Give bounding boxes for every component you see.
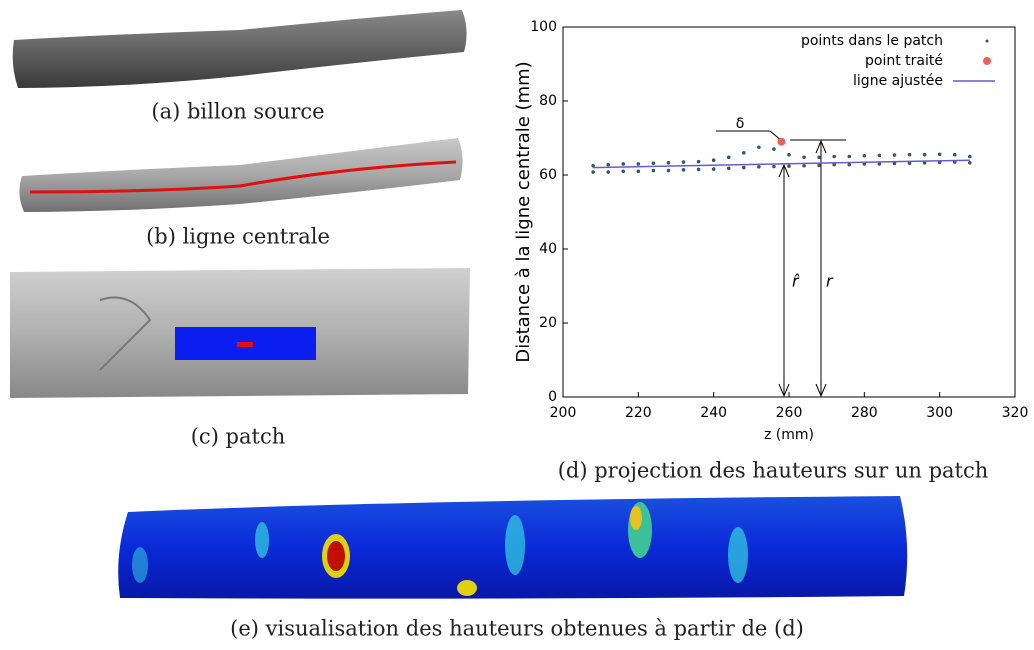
x-tick-label: 240 xyxy=(700,405,727,421)
scatter-point xyxy=(907,161,912,165)
scatter-point xyxy=(787,164,791,168)
scatter-point xyxy=(666,168,671,173)
scatter-point xyxy=(651,168,656,173)
legend-swatch xyxy=(985,39,989,43)
caption-e: (e) visualisation des hauteurs obtenues … xyxy=(230,617,804,641)
scatter-point xyxy=(937,152,942,157)
x-tick-label: 220 xyxy=(625,405,652,421)
scatter-point xyxy=(591,163,595,168)
scatter-point xyxy=(877,153,882,158)
x-tick-label: 260 xyxy=(776,405,803,421)
scatter-point xyxy=(787,152,791,157)
scatter-point xyxy=(726,166,731,171)
caption-a: (a) billon source xyxy=(151,100,324,124)
heat-blob xyxy=(132,547,148,583)
heat-core xyxy=(327,541,345,571)
scatter-point xyxy=(711,167,716,171)
scatter-point xyxy=(681,160,686,164)
chart: z (mm) Distance à la ligne centrale (mm)… xyxy=(513,19,1028,443)
scatter-point xyxy=(968,160,972,165)
scatter-point xyxy=(696,167,701,172)
log-centerline xyxy=(19,138,463,212)
x-tick-label: 280 xyxy=(851,405,878,421)
heat-blob xyxy=(728,527,748,583)
scatter-point xyxy=(591,170,595,174)
scatter-point xyxy=(907,152,912,157)
scatter-point xyxy=(726,155,731,160)
fitted-line xyxy=(593,159,970,169)
y-tick-label: 0 xyxy=(548,389,557,405)
heat-blob xyxy=(255,522,269,558)
scatter-point xyxy=(621,169,626,174)
y-tick-label: 20 xyxy=(539,315,557,331)
scatter-point xyxy=(681,168,686,172)
heat-blob xyxy=(505,515,525,575)
caption-d: (d) projection des hauteurs sur un patch xyxy=(558,459,989,483)
scatter-point xyxy=(636,162,641,166)
scatter-point xyxy=(606,170,610,174)
scatter-point xyxy=(968,154,972,159)
scatter-point xyxy=(742,151,746,155)
scatter-point xyxy=(832,162,836,167)
y-tick-label: 80 xyxy=(539,93,557,109)
scatter-point xyxy=(847,154,852,159)
rhat-heads xyxy=(778,163,790,398)
scatter-point xyxy=(757,145,761,150)
scatter-point xyxy=(802,155,806,160)
patch-center xyxy=(237,342,253,347)
y-tick-label: 60 xyxy=(539,167,557,183)
x-axis-label: z (mm) xyxy=(764,427,814,443)
scatter-point xyxy=(892,153,897,157)
annotation-r: r xyxy=(826,272,834,291)
x-tick-label: 320 xyxy=(1002,405,1029,421)
annotation-delta: δ xyxy=(736,116,745,132)
scatter-point xyxy=(606,162,610,167)
scatter-point xyxy=(621,162,626,166)
caption-b: (b) ligne centrale xyxy=(146,225,330,249)
scatter-point xyxy=(892,161,897,166)
legend-label: point traité xyxy=(865,53,943,69)
y-tick-label: 100 xyxy=(530,19,557,35)
scatter-point xyxy=(952,152,957,157)
x-tick-label: 300 xyxy=(926,405,953,421)
scatter-point xyxy=(847,162,852,167)
scatter-point xyxy=(757,165,761,169)
processed-point xyxy=(777,137,786,146)
r-heads xyxy=(815,139,827,398)
scatter-point xyxy=(877,162,882,166)
heat-blob xyxy=(630,506,642,530)
scatter-point xyxy=(651,161,656,165)
scatter-point xyxy=(696,159,701,164)
scatter-point xyxy=(817,155,821,160)
plot-frame xyxy=(562,26,1016,398)
heat-blob xyxy=(457,580,477,596)
scatter-point xyxy=(922,160,927,165)
y-axis-label: Distance à la ligne centrale (mm) xyxy=(513,61,534,362)
x-tick-label: 200 xyxy=(550,405,577,421)
scatter-point xyxy=(666,160,671,165)
scatter-point xyxy=(742,165,746,170)
scatter-point xyxy=(862,153,867,158)
scatter-point xyxy=(832,154,836,159)
scatter-point xyxy=(772,164,776,169)
legend-swatch xyxy=(983,57,991,65)
legend-label: points dans le patch xyxy=(801,33,943,49)
caption-c: (c) patch xyxy=(191,425,286,449)
log-source xyxy=(12,10,467,88)
bark-edge xyxy=(99,296,152,371)
scatter-point xyxy=(772,147,776,151)
centerline xyxy=(29,160,457,194)
legend-label: ligne ajustée xyxy=(853,73,943,89)
scatter-point xyxy=(802,163,806,168)
annotation-rhat: r̂ xyxy=(792,272,800,291)
scatter-point xyxy=(922,152,927,157)
scatter-point xyxy=(636,169,641,174)
scatter-point xyxy=(817,163,821,168)
y-tick-label: 40 xyxy=(539,241,557,257)
scatter-point xyxy=(711,158,716,162)
